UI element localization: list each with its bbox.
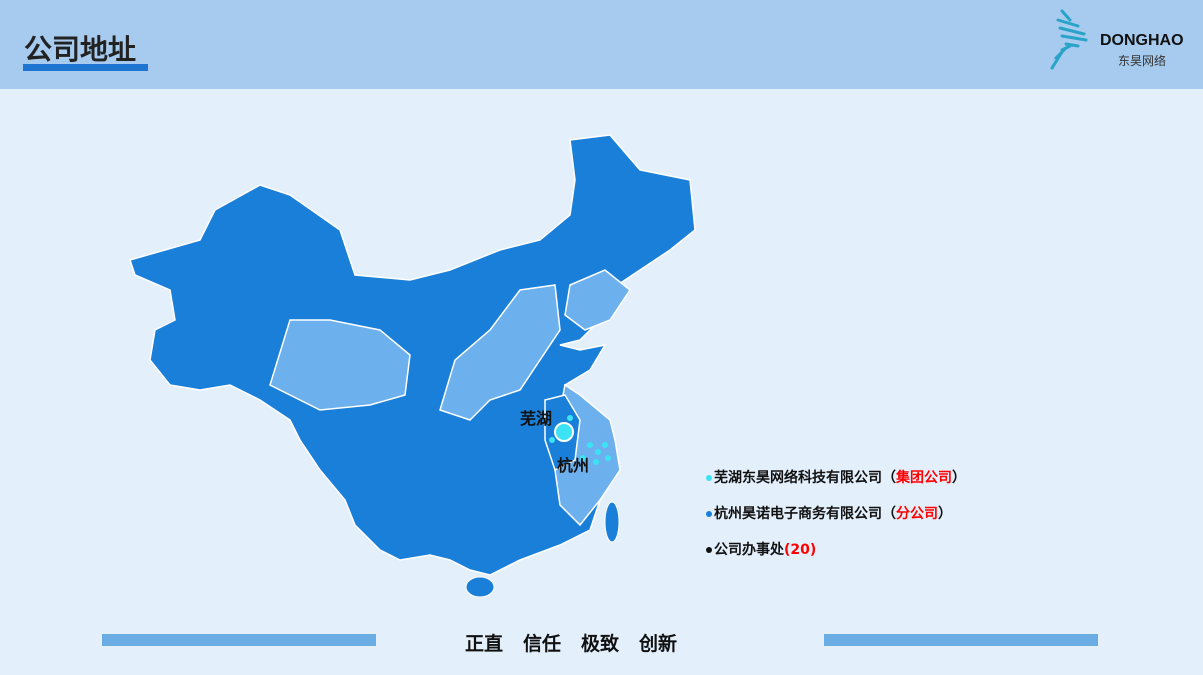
- legend-tag: 集团公司: [896, 470, 952, 486]
- legend-item-offices: 公司办事处(20): [706, 539, 816, 559]
- value-text: 创新: [639, 633, 678, 655]
- footer-slogan: 正直 信任 极致 创新: [465, 629, 697, 656]
- logo-text-cn: 东昊网络: [1118, 54, 1167, 68]
- paren: （: [882, 470, 896, 486]
- value-text: 正直: [465, 633, 504, 655]
- legend-item-wuhu: 芜湖东昊网络科技有限公司（集团公司）: [706, 467, 966, 487]
- value-text: 极致: [581, 633, 620, 655]
- wuhu-marker: [554, 422, 574, 442]
- province-north-central: [439, 284, 561, 421]
- paren: ): [809, 542, 817, 558]
- header-band: [0, 0, 1203, 89]
- hangzhou-markers: [549, 415, 611, 465]
- black-dot-icon: [706, 547, 712, 553]
- province-liaoning: [564, 269, 632, 331]
- paren: （: [882, 506, 896, 522]
- footer-bar-right: [824, 634, 1098, 646]
- page-title: 公司地址: [24, 33, 137, 66]
- legend-name: 芜湖东昊网络科技有限公司: [714, 470, 882, 486]
- city-label-wuhu: 芜湖: [520, 409, 553, 428]
- cyan-dot-icon: [706, 475, 712, 481]
- paren: ）: [952, 470, 966, 486]
- legend-tag: 20: [790, 542, 810, 558]
- footer-bar-left: [102, 634, 376, 646]
- value-text: 信任: [523, 633, 562, 655]
- blue-dot-icon: [706, 511, 712, 517]
- province-qinghai: [269, 319, 411, 411]
- legend-name: 公司办事处: [714, 542, 784, 558]
- legend-tag: 分公司: [896, 506, 938, 522]
- hainan-island: [465, 576, 495, 598]
- title-underline: [23, 64, 148, 71]
- legend-item-hangzhou: 杭州昊诺电子商务有限公司（分公司）: [706, 503, 952, 523]
- paren: ）: [938, 506, 952, 522]
- taiwan-island: [604, 501, 620, 543]
- paren: (: [784, 542, 791, 558]
- legend-name: 杭州昊诺电子商务有限公司: [714, 506, 882, 522]
- wing-icon: [1050, 9, 1088, 70]
- company-logo: DONGHAO 东昊网络: [1048, 6, 1198, 76]
- city-label-hangzhou: 杭州: [557, 456, 590, 475]
- logo-text-en: DONGHAO: [1100, 32, 1184, 49]
